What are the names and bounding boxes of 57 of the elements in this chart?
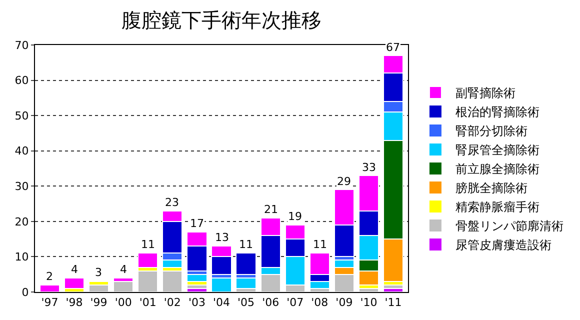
bar [236,277,256,289]
total-label: 17 [190,217,204,230]
total-label: 2 [46,270,53,283]
legend-label: 前立腺全摘除術 [455,162,540,176]
y-tick-label: 50 [14,109,29,122]
legend-label: 尿管皮膚瘻造設術 [455,238,552,252]
bar [236,252,256,275]
total-label: 67 [386,41,400,54]
bar [138,252,158,268]
x-tick-label: '99 [90,296,108,310]
x-tick-label: '09 [336,296,353,310]
x-tick-label: '06 [262,296,280,310]
bar [138,270,158,292]
total-label: 13 [215,231,229,244]
x-tick-label: '98 [66,296,83,310]
bar [64,277,85,289]
total-label: 4 [120,263,127,276]
x-tick-label: '03 [188,296,206,310]
legend-label: 腎部分切除術 [455,124,528,138]
y-tick-label: 70 [14,38,29,52]
chart-title: 腹腔鏡下手術年次推移 [122,8,322,32]
total-label: 21 [264,203,278,216]
x-tick-label: '01 [139,296,156,310]
bar [39,284,60,292]
legend-label: 骨盤リンパ節廓清術 [455,219,564,234]
x-tick-label: '97 [41,296,58,310]
legend-label: 膀胱全摘除術 [455,181,528,196]
total-label: 23 [165,196,179,209]
x-tick-label: '08 [311,296,328,310]
legend-label: 副腎摘除術 [455,86,516,100]
x-tick-label: '00 [114,296,132,310]
total-label: 11 [141,238,155,251]
total-label: 29 [337,175,351,188]
legend-label: 腎尿管全摘除術 [455,143,540,158]
x-tick-label: '11 [384,296,402,310]
total-label: 33 [362,161,376,174]
x-tick-label: '02 [164,296,181,310]
bar [113,280,134,292]
y-tick-label: 0 [22,286,29,299]
y-tick-label: 10 [14,250,29,264]
total-label: 19 [288,210,302,223]
y-tick-label: 40 [14,144,29,158]
bar [211,277,232,292]
x-tick-label: '10 [360,296,378,310]
x-tick-label: '05 [238,296,255,310]
total-label: 11 [313,238,327,251]
legend-label: 精索静脈瘤手術 [455,200,540,214]
y-tick-label: 60 [14,74,29,88]
y-tick-label: 30 [14,180,29,193]
x-tick-label: '07 [286,296,304,310]
x-tick-label: '04 [212,296,230,310]
total-label: 11 [239,238,253,251]
total-label: 4 [71,263,78,276]
y-tick-label: 20 [14,215,29,228]
bar [162,270,183,292]
total-label: 3 [95,266,102,279]
legend-label: 根治的腎摘除術 [455,105,540,120]
